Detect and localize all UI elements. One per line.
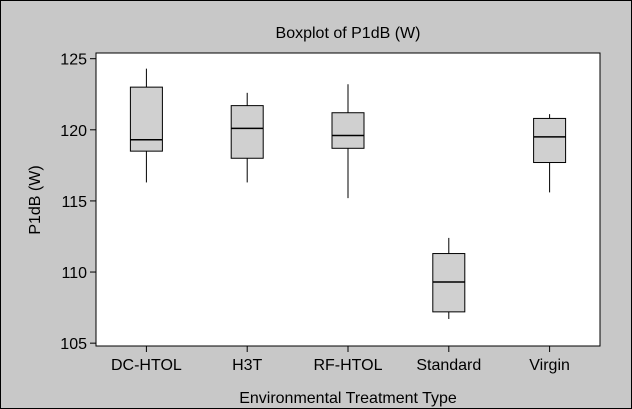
x-tick-label: DC-HTOL <box>111 357 182 374</box>
y-axis-label: P1dB (W) <box>27 165 44 234</box>
x-tick-label: RF-HTOL <box>313 357 382 374</box>
x-tick-label: Standard <box>416 357 481 374</box>
box <box>533 117 567 164</box>
y-tick-label: 105 <box>60 336 87 353</box>
chart-title: Boxplot of P1dB (W) <box>276 25 421 42</box>
y-tick-label: 115 <box>61 194 87 211</box>
box <box>230 105 264 159</box>
y-tick-label: 125 <box>60 52 87 69</box>
box <box>129 86 163 152</box>
x-axis-label: Environmental Treatment Type <box>239 390 457 407</box>
y-tick-label: 110 <box>61 265 87 282</box>
box <box>331 112 365 149</box>
x-tick-label: Virgin <box>529 357 570 374</box>
chart-marks: 105 110 115 120 125 DC-HTOL H3T RF-HTOL Standard… <box>60 52 570 374</box>
y-tick-label: 120 <box>60 123 87 140</box>
x-tick-label: H3T <box>232 357 262 374</box>
